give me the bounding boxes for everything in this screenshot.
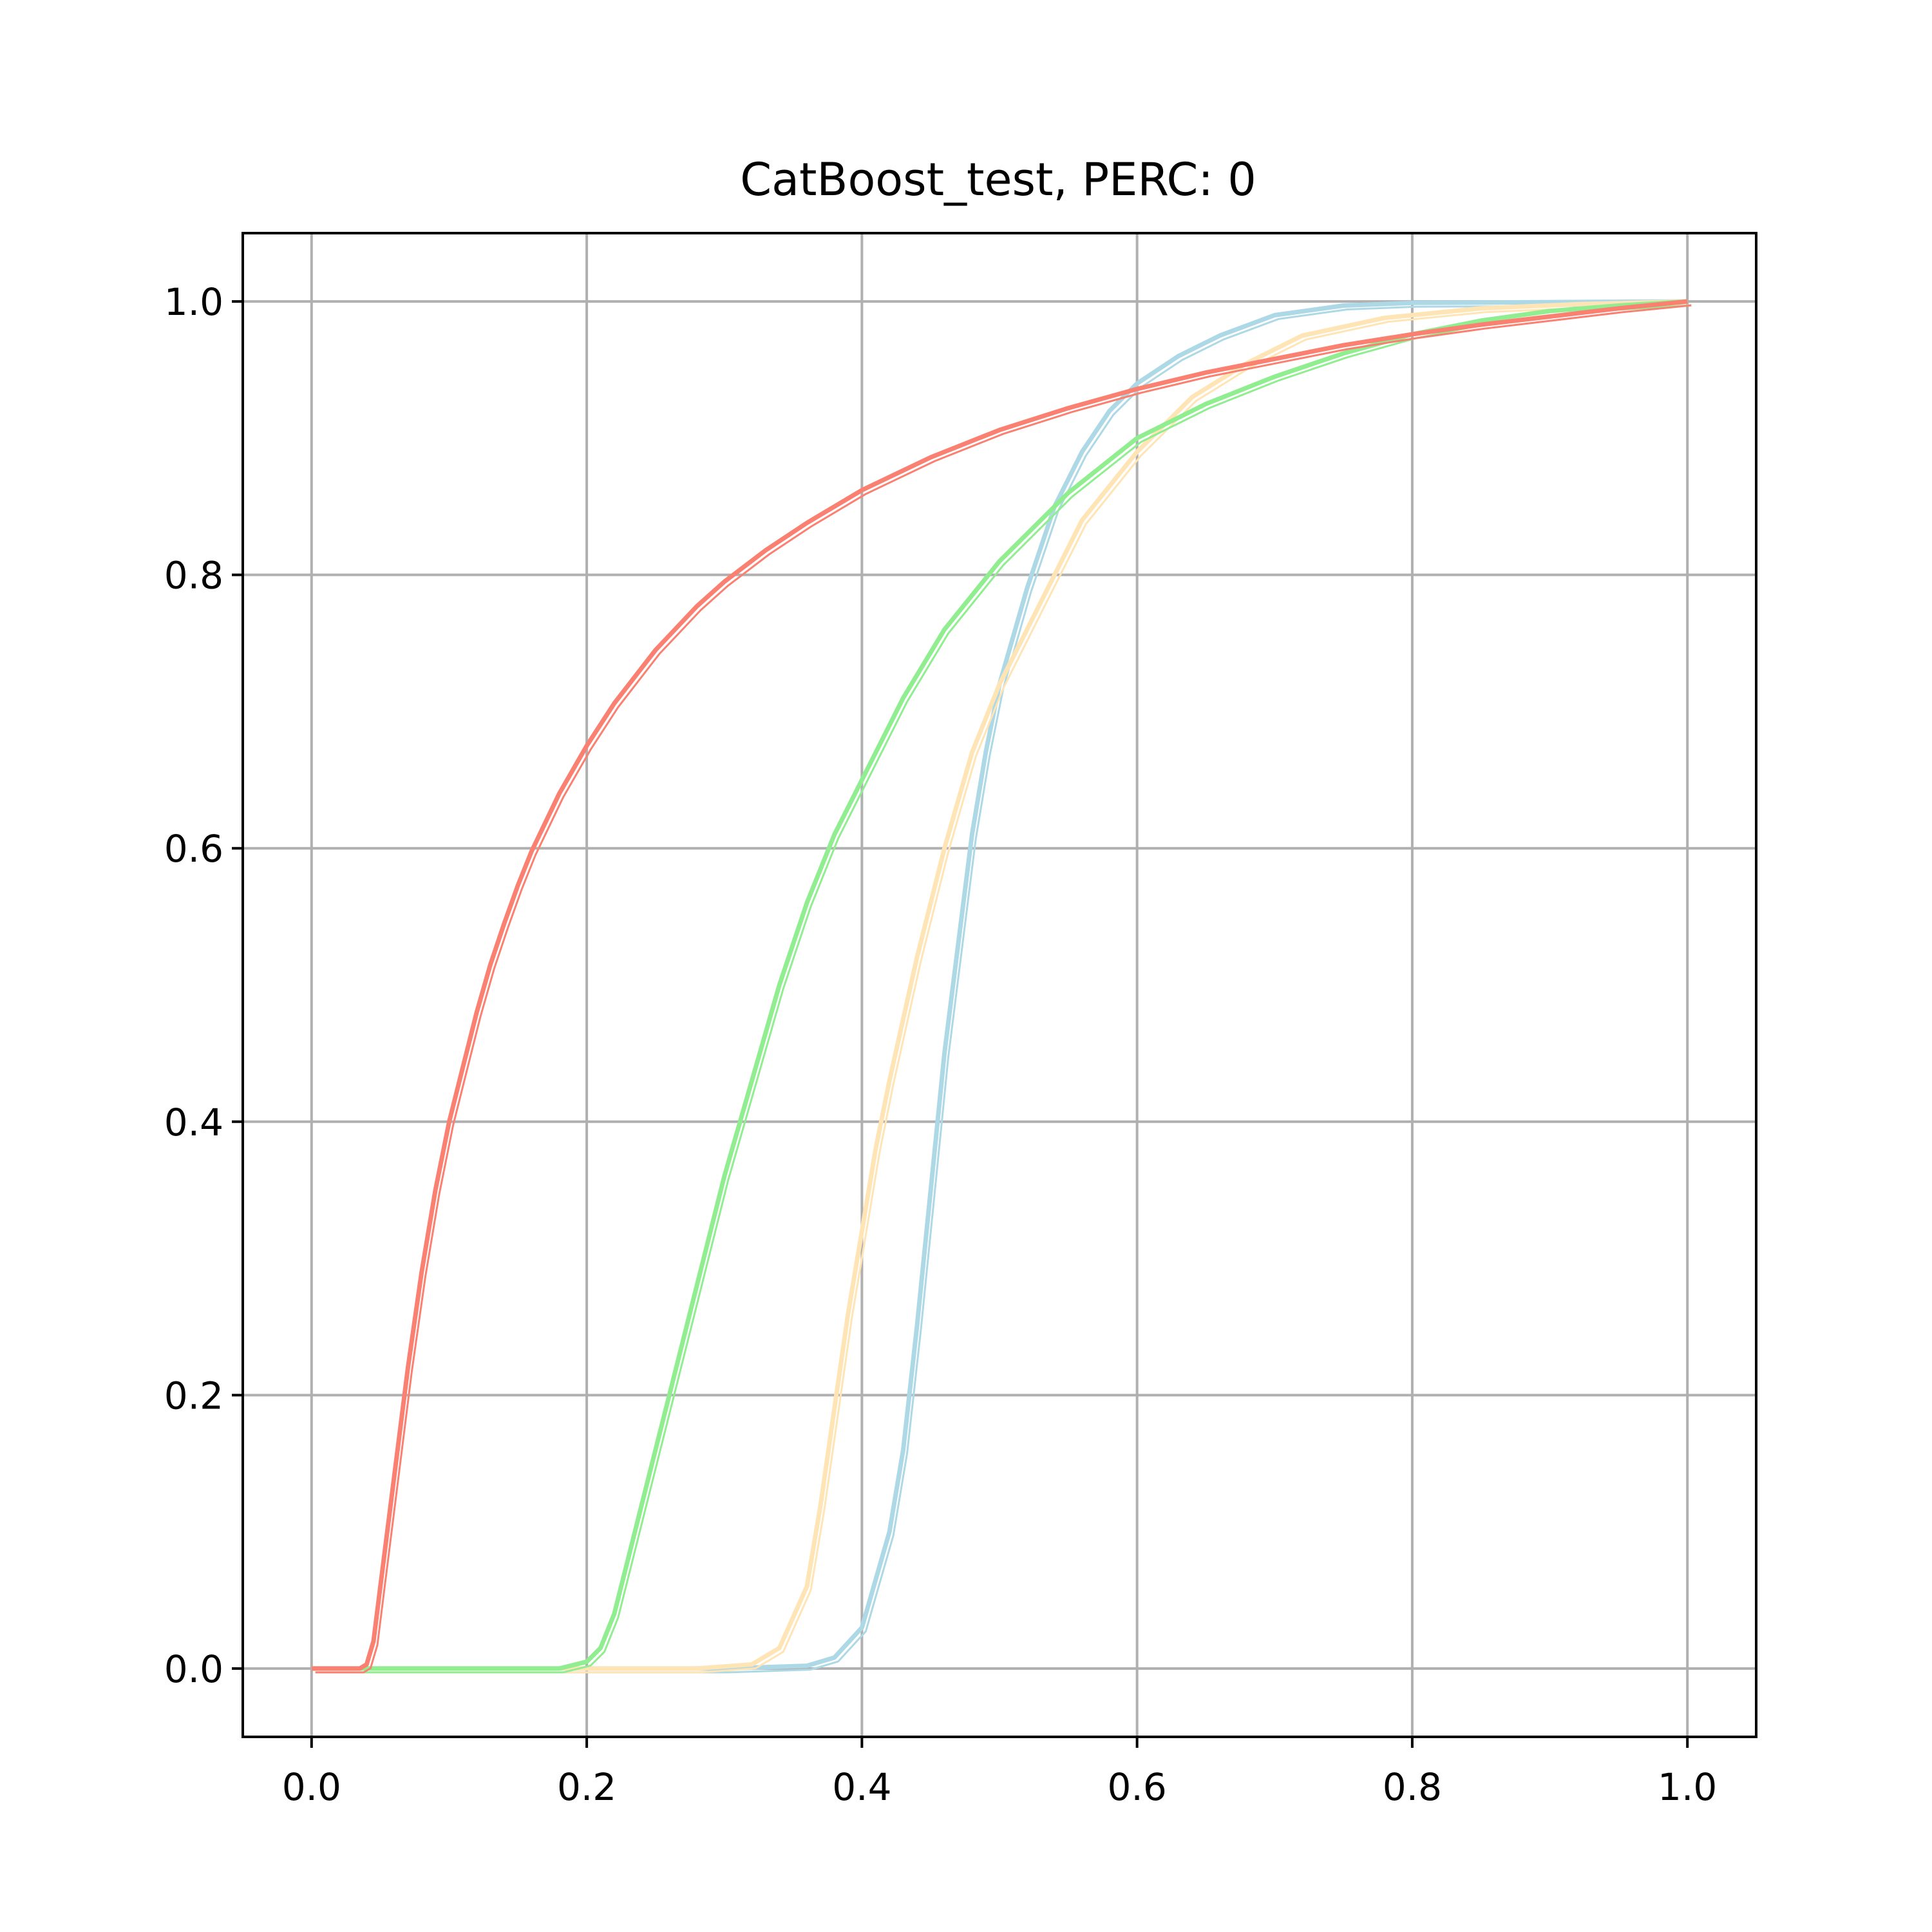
y-axis-ticks: 0.0 0.2 0.4 0.6 0.8 1.0 <box>164 280 243 1691</box>
x-tick-label: 0.0 <box>282 1765 341 1809</box>
x-tick-label: 0.8 <box>1383 1765 1442 1809</box>
series-lines <box>311 299 1692 1674</box>
y-tick-label: 0.2 <box>164 1374 223 1417</box>
y-tick-label: 0.0 <box>164 1647 223 1691</box>
x-tick-label: 1.0 <box>1658 1765 1717 1809</box>
series-line-companion <box>315 304 1692 1674</box>
x-tick-label: 0.2 <box>557 1765 616 1809</box>
x-axis-ticks: 0.0 0.2 0.4 0.6 0.8 1.0 <box>282 1737 1717 1809</box>
y-tick-label: 0.6 <box>164 827 223 871</box>
x-tick-label: 0.4 <box>832 1765 891 1809</box>
grid-lines <box>243 233 1756 1737</box>
y-tick-label: 1.0 <box>164 280 223 324</box>
y-tick-label: 0.8 <box>164 554 223 598</box>
y-tick-label: 0.4 <box>164 1101 223 1144</box>
series-line <box>311 299 1688 1671</box>
plot-frame <box>242 232 1757 1738</box>
series-line <box>311 299 1688 1671</box>
series-line-companion <box>315 304 1692 1674</box>
series-line-companion <box>315 304 1692 1674</box>
series-line <box>311 299 1688 1671</box>
x-tick-label: 0.6 <box>1108 1765 1167 1809</box>
chart-title: CatBoost_test, PERC: 0 <box>740 153 1256 206</box>
series-line-companion <box>315 304 1692 1674</box>
